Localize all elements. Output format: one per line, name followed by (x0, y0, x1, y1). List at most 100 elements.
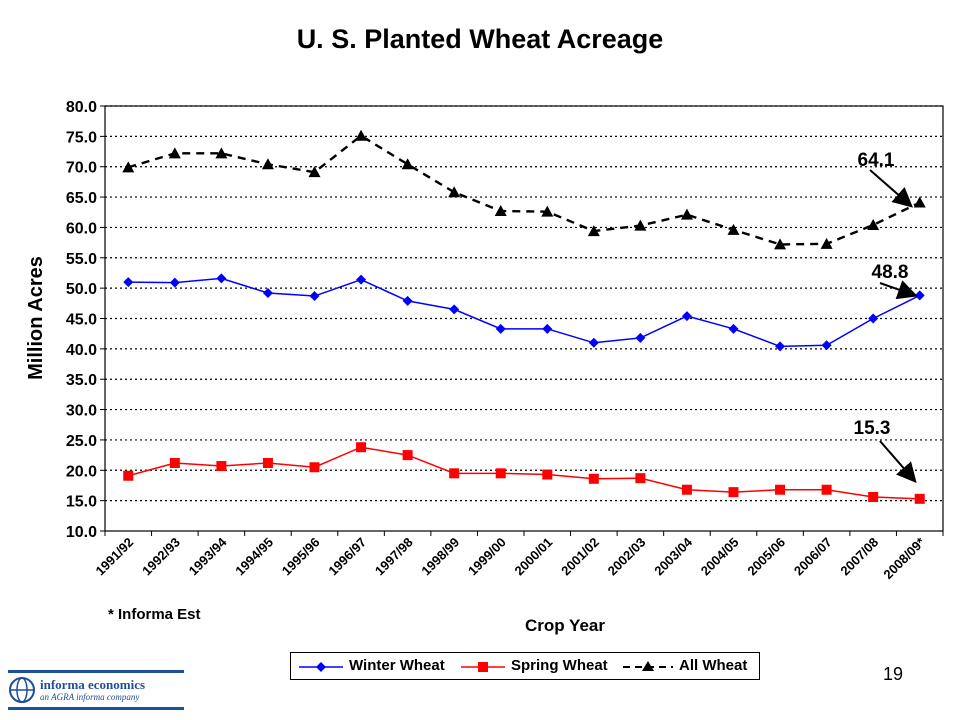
winter-wheat-point (356, 274, 367, 285)
spring-wheat-point (262, 458, 273, 468)
winter-wheat-point (262, 288, 273, 298)
spring-wheat-point (216, 461, 227, 472)
x-tick-label: 2002/03 (605, 535, 649, 579)
chart-title: U. S. Planted Wheat Acreage (296, 24, 664, 54)
all-wheat-point (541, 205, 554, 217)
winter-wheat-point (309, 291, 320, 302)
legend-label-winter-wheat: Winter Wheat (349, 657, 445, 674)
all-wheat-point (122, 161, 135, 173)
globe-icon (9, 677, 35, 703)
spring-wheat-point (635, 473, 646, 484)
spring-wheat-point (868, 492, 879, 502)
winter-wheat-annotation-arrow (879, 280, 918, 300)
x-tick-label: 1995/96 (279, 535, 323, 579)
page-number: 19 (883, 664, 904, 684)
winter-wheat-point (123, 277, 134, 288)
x-tick-label: 1999/00 (465, 535, 509, 579)
winter-wheat-point (588, 337, 599, 348)
all-wheat-value-annotation: 64.1 (858, 150, 895, 171)
spring-wheat-annotation-arrow (879, 440, 917, 484)
x-tick-label: 1993/94 (186, 534, 230, 578)
x-tick-label: 1997/98 (372, 535, 416, 579)
legend-item-all-wheat: All Wheat (621, 656, 757, 676)
legend-label-spring-wheat: Spring Wheat (511, 657, 608, 674)
y-tick-label: 65.0 (66, 190, 97, 207)
x-tick-label: 2007/08 (837, 535, 881, 579)
winter-wheat-point (914, 290, 925, 301)
all-wheat-point (680, 208, 693, 220)
all-wheat-point (867, 219, 880, 230)
x-tick-label: 2006/07 (791, 535, 835, 579)
y-tick-label: 35.0 (66, 372, 97, 389)
all-wheat-point (727, 223, 740, 235)
winter-wheat-point (495, 323, 506, 334)
spring-wheat-point (542, 469, 553, 480)
winter-wheat-point (216, 273, 227, 284)
all-wheat-point (215, 147, 228, 159)
x-tick-label: 1991/92 (93, 535, 137, 579)
y-tick-label: 50.0 (66, 281, 97, 298)
y-tick-label: 80.0 (66, 99, 97, 116)
all-wheat-point (913, 196, 926, 208)
all-wheat-point (355, 129, 368, 141)
winter-wheat-line (128, 277, 921, 348)
all-wheat-point (308, 166, 321, 178)
winter-wheat-point (635, 332, 646, 343)
y-tick-label: 15.0 (66, 494, 97, 511)
x-axis-title: Crop Year (525, 616, 605, 635)
y-tick-label: 10.0 (66, 524, 97, 541)
y-tick-label: 60.0 (66, 220, 97, 237)
spring-wheat-line (128, 446, 920, 500)
logo-tagline: an AGRA informa company (40, 692, 140, 702)
all-wheat-legend-marker (623, 661, 673, 671)
y-axis-title: Million Acres (25, 256, 47, 380)
spring-wheat-point (123, 470, 134, 481)
logo-body: informa economics an AGRA informa compan… (8, 676, 184, 704)
informa-economics-logo: informa economics an AGRA informa compan… (8, 670, 184, 714)
all-wheat-point (634, 219, 647, 231)
spring-wheat-point (495, 468, 506, 479)
all-wheat-point (168, 147, 181, 159)
logo-rule-bottom (8, 707, 184, 710)
winter-wheat-point (449, 304, 460, 315)
y-tick-label: 40.0 (66, 342, 97, 359)
all-wheat-point (401, 158, 414, 170)
x-tick-label: 2003/04 (651, 534, 695, 578)
spring-wheat-point (449, 468, 460, 479)
winter-wheat-point (821, 340, 832, 351)
spring-wheat-point (728, 487, 739, 498)
spring-wheat-point (681, 484, 692, 495)
spring-wheat-point (356, 442, 367, 453)
x-tick-label: 2005/06 (744, 535, 788, 579)
y-tick-label: 45.0 (66, 312, 97, 329)
footnote: * Informa Est (108, 606, 201, 623)
winter-wheat-point (169, 277, 180, 288)
y-tick-label: 30.0 (66, 403, 97, 420)
winter-wheat-point (542, 323, 553, 334)
y-tick-label: 25.0 (66, 433, 97, 450)
winter-wheat-point (868, 313, 879, 324)
all-wheat-annotation-arrow (869, 169, 914, 208)
legend-item-winter-wheat: Winter Wheat (297, 656, 457, 676)
logo-name: informa economics (40, 677, 146, 692)
y-tick-label: 70.0 (66, 160, 97, 177)
x-tick-label: 2004/05 (698, 535, 742, 579)
spring-wheat-point (402, 450, 413, 461)
spring-wheat-point (169, 458, 180, 468)
x-tick-label: 2001/02 (558, 535, 602, 579)
x-tick-label: 2000/01 (512, 535, 556, 579)
winter-wheat-legend-marker (299, 662, 343, 672)
logo-rule-top (8, 670, 184, 673)
winter-wheat-point (402, 295, 413, 306)
winter-wheat-point (728, 323, 739, 334)
winter-wheat-value-annotation: 48.8 (872, 262, 909, 283)
all-wheat-point (587, 225, 600, 237)
all-wheat-point (448, 186, 461, 198)
x-tick-label: 1996/97 (325, 535, 369, 579)
spring-wheat-point (914, 493, 925, 504)
chart-legend: Winter Wheat Spring Wheat All Wheat (290, 652, 760, 680)
x-tick-label: 1998/99 (418, 535, 462, 579)
spring-wheat-point (588, 473, 599, 484)
all-wheat-point (261, 158, 274, 170)
